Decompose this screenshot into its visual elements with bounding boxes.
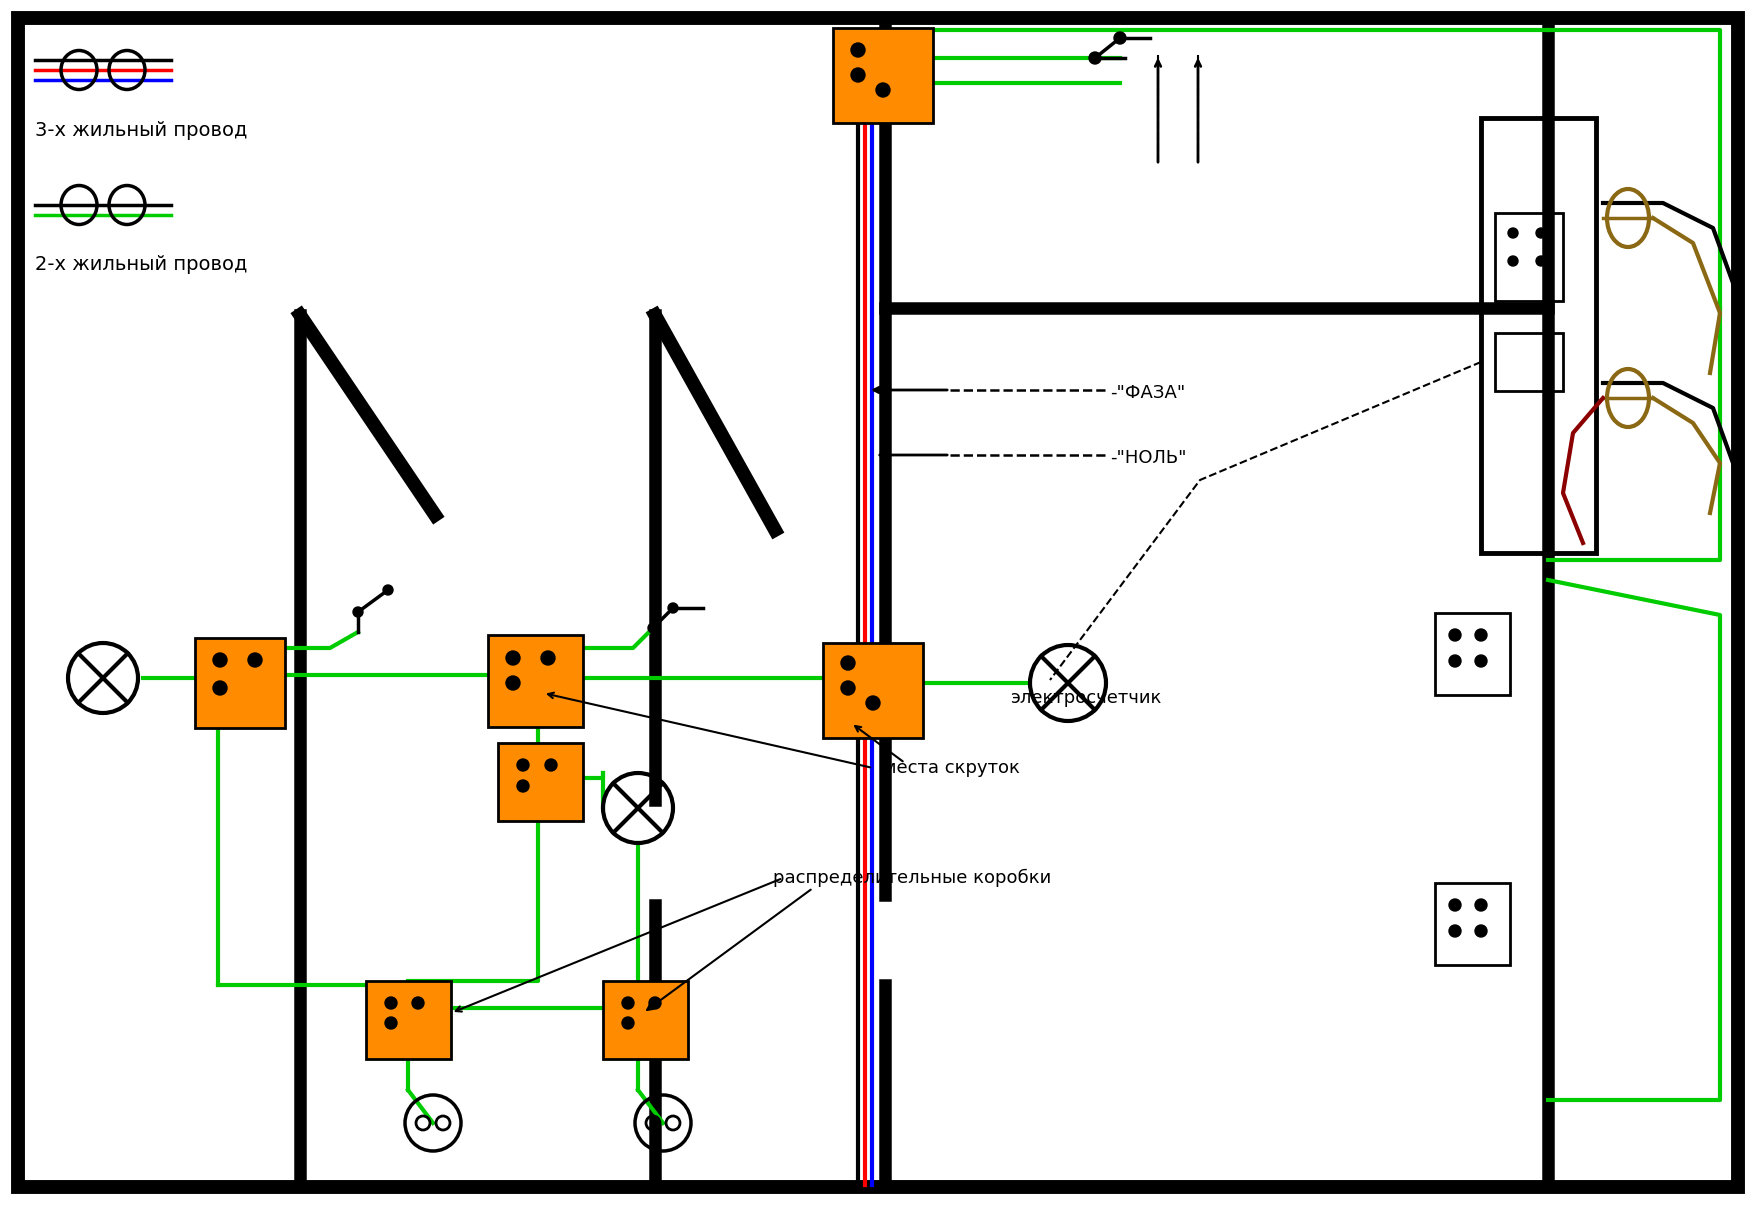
Circle shape xyxy=(621,997,634,1009)
Circle shape xyxy=(1474,629,1486,641)
Circle shape xyxy=(1536,255,1544,266)
Circle shape xyxy=(876,83,890,96)
Bar xyxy=(823,643,923,737)
Circle shape xyxy=(667,602,677,613)
Circle shape xyxy=(649,997,660,1009)
Circle shape xyxy=(1113,33,1125,45)
Circle shape xyxy=(247,653,261,668)
Circle shape xyxy=(851,67,865,82)
Circle shape xyxy=(841,656,855,670)
Circle shape xyxy=(1088,52,1100,64)
Bar xyxy=(365,981,451,1059)
Circle shape xyxy=(412,997,423,1009)
Bar xyxy=(832,28,932,123)
Circle shape xyxy=(544,759,556,771)
Circle shape xyxy=(1448,925,1460,937)
Circle shape xyxy=(353,607,363,617)
Circle shape xyxy=(621,1017,634,1029)
Bar xyxy=(1434,613,1509,695)
Text: 3-х жильный провод: 3-х жильный провод xyxy=(35,120,247,140)
Circle shape xyxy=(383,584,393,595)
Text: электросчетчик: электросчетчик xyxy=(1009,689,1160,707)
Bar xyxy=(602,981,688,1059)
Circle shape xyxy=(841,681,855,695)
Text: 2-х жильный провод: 2-х жильный провод xyxy=(35,255,247,275)
Circle shape xyxy=(212,681,226,695)
Circle shape xyxy=(1474,925,1486,937)
Circle shape xyxy=(1508,228,1516,239)
Bar xyxy=(488,635,583,727)
Bar xyxy=(1434,883,1509,965)
Bar xyxy=(498,743,583,821)
Bar xyxy=(1479,118,1595,553)
Circle shape xyxy=(1448,899,1460,911)
Bar xyxy=(1494,213,1562,301)
Circle shape xyxy=(1448,629,1460,641)
Circle shape xyxy=(1474,656,1486,668)
Text: места скруток: места скруток xyxy=(883,759,1020,777)
Circle shape xyxy=(516,759,528,771)
Circle shape xyxy=(516,780,528,792)
Circle shape xyxy=(384,1017,397,1029)
Circle shape xyxy=(648,623,658,633)
Circle shape xyxy=(865,696,879,710)
Bar xyxy=(1494,333,1562,390)
Circle shape xyxy=(384,997,397,1009)
Circle shape xyxy=(1536,228,1544,239)
Circle shape xyxy=(1508,255,1516,266)
Text: -"НОЛЬ": -"НОЛЬ" xyxy=(1109,449,1186,468)
Circle shape xyxy=(505,651,519,665)
Bar xyxy=(195,637,284,728)
Circle shape xyxy=(505,676,519,690)
Circle shape xyxy=(1474,899,1486,911)
Text: распределительные коробки: распределительные коробки xyxy=(772,869,1051,887)
Circle shape xyxy=(541,651,555,665)
Circle shape xyxy=(212,653,226,668)
Circle shape xyxy=(1448,656,1460,668)
Circle shape xyxy=(851,43,865,57)
Text: -"ФАЗА": -"ФАЗА" xyxy=(1109,384,1185,402)
